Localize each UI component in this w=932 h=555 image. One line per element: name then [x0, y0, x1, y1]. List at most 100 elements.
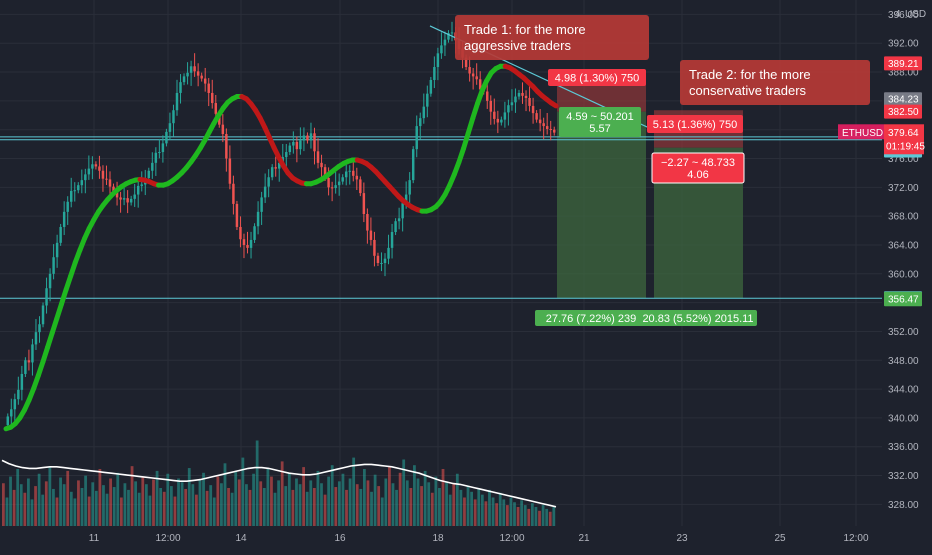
candle-body — [260, 197, 263, 212]
volume-moving-average — [1, 459, 557, 508]
volume-bar — [59, 477, 62, 526]
candle-body — [48, 273, 52, 289]
candle-body — [249, 239, 253, 248]
volume-bar — [105, 493, 109, 526]
trade-1-profit-zone — [557, 111, 646, 299]
volume-bar — [341, 473, 345, 526]
volume-bar — [155, 470, 159, 526]
last-price-text: 379.64 — [888, 128, 919, 139]
candle-body — [496, 118, 500, 123]
price-tick: 336.00 — [888, 442, 919, 453]
candle-body — [263, 186, 267, 198]
volume-bar — [388, 467, 391, 526]
volume-bar — [370, 491, 373, 526]
volume-bar — [23, 492, 27, 526]
volume-bar — [27, 478, 30, 526]
candle-body — [52, 257, 55, 274]
candle-body — [168, 123, 172, 132]
price-tag-text: 389.21 — [888, 59, 919, 70]
volume-bar — [470, 491, 473, 526]
volume-bar — [252, 473, 255, 526]
volume-bar — [384, 478, 388, 526]
candle-body — [334, 185, 337, 189]
time-tick: 21 — [578, 533, 590, 544]
volume-bar — [473, 499, 477, 526]
trade1-target-label — [535, 310, 647, 326]
candle-body — [84, 174, 87, 181]
volume-bar — [534, 507, 538, 526]
candle-body — [376, 255, 380, 263]
candle-body — [112, 186, 115, 193]
time-tick: 25 — [774, 533, 786, 544]
volume-bar — [230, 492, 234, 526]
volume-bar — [209, 485, 213, 526]
volume-bar — [545, 508, 549, 526]
price-tick: 340.00 — [888, 413, 919, 424]
volume-bar — [498, 492, 502, 526]
candle-body — [394, 221, 397, 233]
candle-body — [507, 105, 510, 113]
candle-body — [225, 134, 228, 159]
candle-body — [98, 166, 101, 171]
volume-bar — [127, 489, 130, 526]
candle-body — [24, 360, 27, 374]
candle-body — [274, 167, 277, 169]
volume-bar — [195, 494, 198, 526]
volume-bar — [312, 488, 316, 526]
candle-body — [221, 124, 225, 135]
volume-bar — [280, 461, 284, 526]
time-axis[interactable]: 11 12:00 14 16 18 12:00 21 23 25 12:00 — [89, 533, 869, 544]
time-tick: 12:00 — [155, 533, 180, 544]
volume-bar — [348, 478, 352, 526]
candle-body — [126, 198, 129, 203]
price-axis[interactable]: 4USD396.00392.00388.00384.00380.00376.00… — [838, 0, 932, 526]
volume-bar — [337, 481, 341, 526]
volume-bar — [366, 480, 370, 526]
trade2-stop-text: 5.13 (1.36%) 750 — [653, 119, 737, 131]
volume-bar — [377, 486, 381, 526]
horizontal-levels[interactable] — [0, 136, 882, 299]
volume-bar — [212, 497, 216, 526]
candle-body — [203, 78, 207, 84]
volume-bar — [287, 472, 291, 526]
moving-average-segment — [461, 130, 471, 151]
candle-body — [115, 192, 119, 198]
volume-bar — [173, 496, 177, 526]
volume-bar — [452, 484, 456, 526]
volume-bar — [395, 489, 398, 526]
candle-body — [59, 226, 62, 243]
volume-bar — [380, 497, 384, 526]
candle-body — [87, 168, 91, 175]
price-tick: 392.00 — [888, 39, 919, 50]
candle-body — [524, 95, 528, 98]
volume-bar — [320, 483, 323, 526]
candle-body — [151, 162, 154, 171]
volume-bar — [323, 494, 327, 526]
candle-body — [440, 45, 443, 54]
candle-body — [20, 373, 24, 390]
price-tick: 368.00 — [888, 212, 919, 223]
volume-bar — [295, 478, 298, 526]
volume-bar — [41, 494, 45, 526]
candle-body — [207, 83, 210, 93]
candle-body — [182, 76, 186, 83]
candle-body — [161, 143, 165, 153]
volume-bar — [216, 476, 220, 526]
candle-body — [302, 135, 306, 141]
candle-body — [80, 180, 84, 186]
volume-bar — [455, 473, 459, 526]
candle-body — [531, 105, 535, 114]
candle-body — [471, 73, 475, 77]
candle-body — [408, 180, 411, 195]
candle-body — [348, 170, 351, 172]
volume-bar — [423, 470, 427, 526]
volume-bar — [123, 483, 127, 526]
volume-bar — [373, 474, 377, 526]
volume-bar — [505, 505, 509, 526]
candle-body — [369, 230, 373, 240]
candle-body — [172, 110, 175, 124]
volume-bar — [416, 478, 420, 526]
